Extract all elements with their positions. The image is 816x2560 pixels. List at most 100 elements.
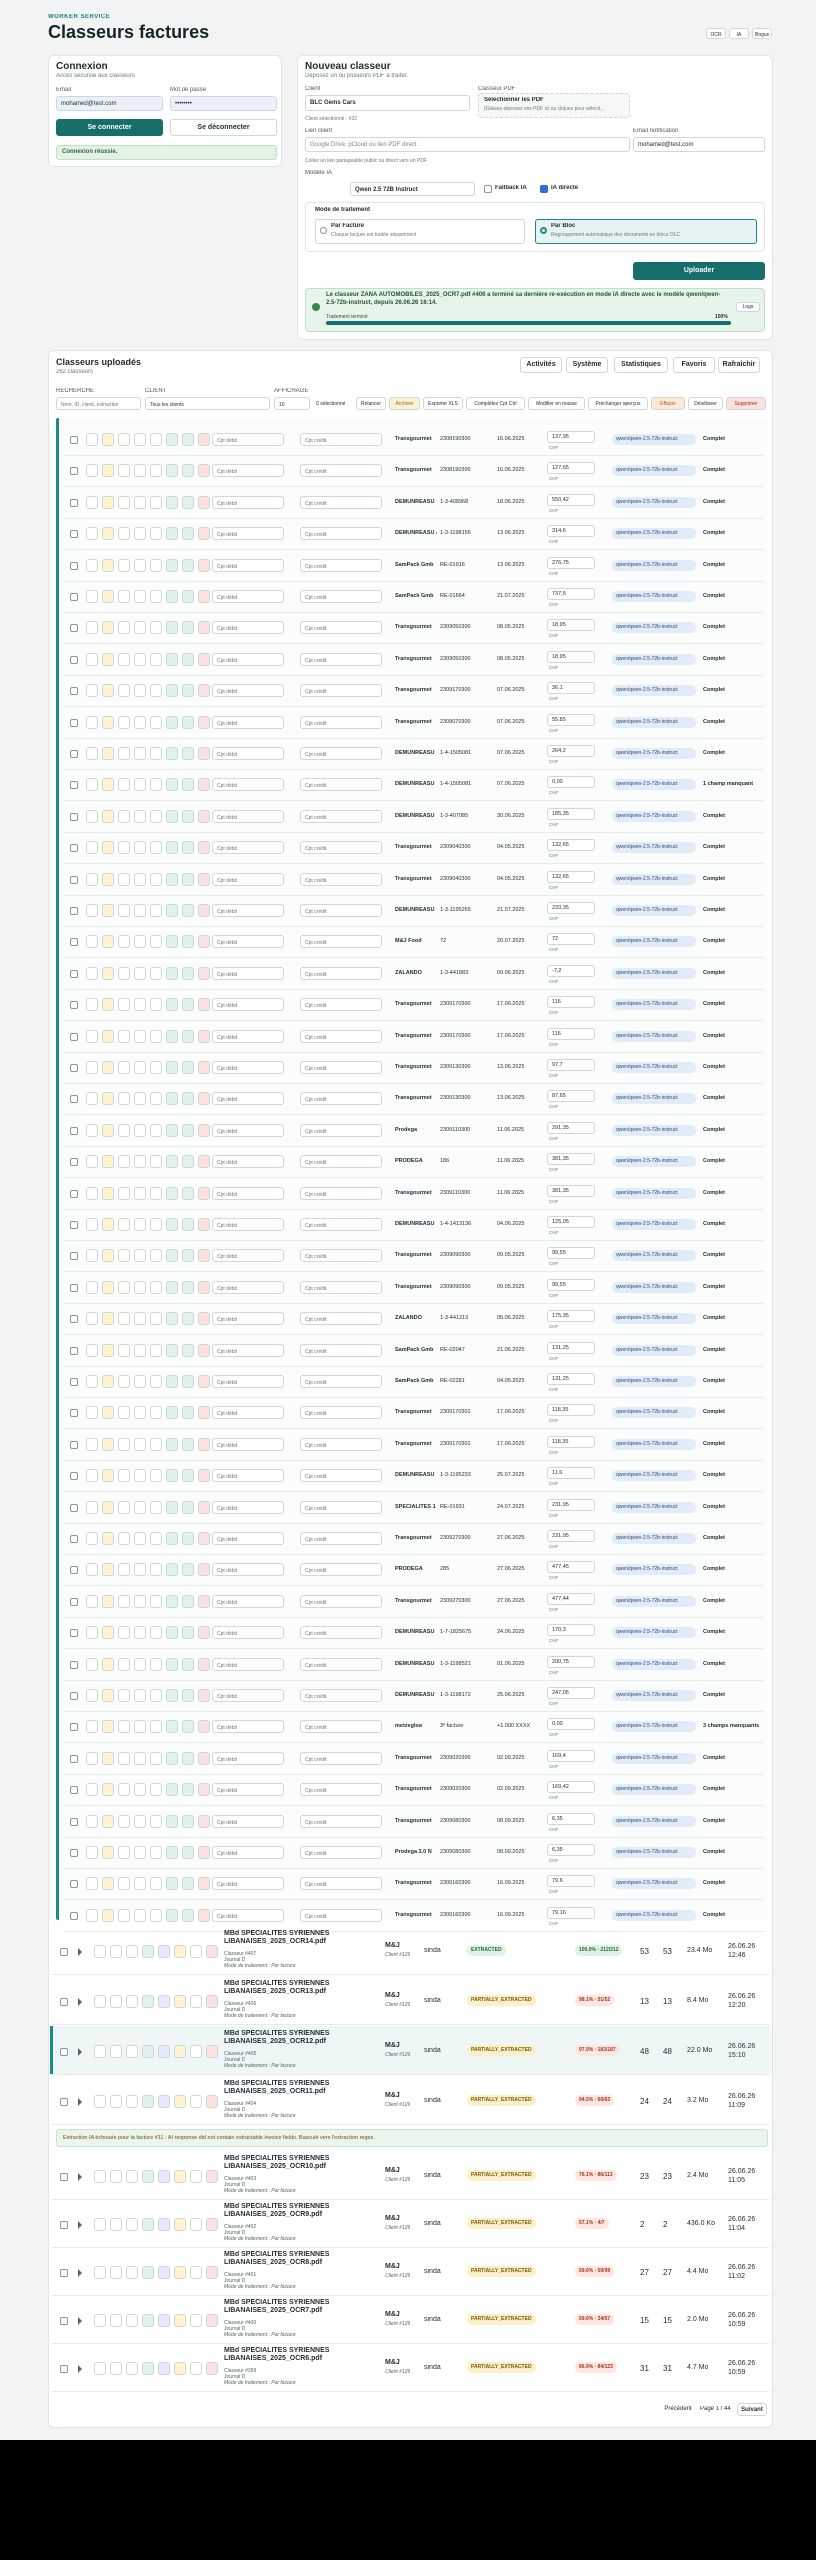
row-icon[interactable] bbox=[150, 433, 162, 446]
row-icon[interactable] bbox=[166, 1406, 178, 1420]
credit-input[interactable]: Cpt crédit bbox=[300, 1092, 382, 1106]
row-icon[interactable] bbox=[150, 1249, 162, 1263]
row-icon[interactable] bbox=[166, 1280, 178, 1294]
row-icon[interactable] bbox=[94, 2266, 106, 2279]
row-icon[interactable] bbox=[182, 1437, 194, 1451]
row-icon[interactable] bbox=[102, 1720, 114, 1734]
row-icon[interactable] bbox=[182, 1689, 194, 1702]
amount-input[interactable]: 72 bbox=[547, 933, 595, 946]
row-icon[interactable] bbox=[110, 2218, 122, 2231]
row-icon[interactable] bbox=[182, 966, 194, 980]
checkbox[interactable] bbox=[70, 436, 78, 444]
row-icon[interactable] bbox=[166, 1375, 178, 1388]
checkbox[interactable] bbox=[60, 1998, 68, 2006]
debit-input[interactable]: Cpt débit bbox=[212, 872, 284, 886]
checkbox[interactable] bbox=[70, 1378, 78, 1386]
row-icon[interactable] bbox=[134, 1532, 146, 1545]
row-icon[interactable] bbox=[102, 1218, 114, 1231]
checkbox[interactable] bbox=[70, 1001, 78, 1010]
row-icon[interactable] bbox=[134, 1657, 146, 1671]
credit-input[interactable]: Cpt crédit bbox=[300, 1061, 382, 1074]
row-icon[interactable] bbox=[86, 1720, 98, 1734]
row-icon[interactable] bbox=[166, 464, 178, 478]
checkbox[interactable] bbox=[70, 907, 78, 915]
amount-input[interactable]: 169,42 bbox=[547, 1781, 595, 1794]
row-icon[interactable] bbox=[182, 872, 194, 886]
row-icon[interactable] bbox=[134, 1092, 146, 1106]
row-icon[interactable] bbox=[150, 495, 162, 509]
debit-input[interactable]: Cpt débit bbox=[212, 1720, 284, 1734]
row-icon[interactable] bbox=[150, 1092, 162, 1106]
row-icon[interactable] bbox=[182, 1657, 194, 1671]
debit-input[interactable]: Cpt débit bbox=[212, 1375, 284, 1388]
row-icon[interactable] bbox=[150, 1751, 162, 1765]
row-icon[interactable] bbox=[206, 2314, 218, 2327]
debit-input[interactable]: Cpt débit bbox=[212, 1657, 284, 1671]
row-icon[interactable] bbox=[102, 1469, 114, 1483]
checkbox[interactable] bbox=[70, 1911, 78, 1920]
amount-input[interactable]: 131,25 bbox=[547, 1341, 595, 1354]
checkbox[interactable] bbox=[70, 1252, 78, 1261]
row-icon[interactable] bbox=[102, 1500, 114, 1514]
checkbox[interactable] bbox=[70, 1849, 78, 1857]
row-icon[interactable] bbox=[174, 2362, 186, 2375]
row-icon[interactable] bbox=[102, 1751, 114, 1765]
row-icon[interactable] bbox=[118, 1280, 130, 1294]
checkbox[interactable] bbox=[70, 1880, 78, 1889]
row-icon[interactable] bbox=[150, 1657, 162, 1671]
row-icon[interactable] bbox=[166, 809, 178, 823]
row-icon[interactable] bbox=[206, 2045, 218, 2058]
row-icon[interactable] bbox=[150, 1877, 162, 1891]
amount-input[interactable]: 185,35 bbox=[547, 807, 595, 820]
row-icon[interactable] bbox=[198, 684, 210, 698]
row-icon[interactable] bbox=[182, 1343, 194, 1357]
debit-input[interactable]: Cpt débit bbox=[212, 935, 284, 949]
row-icon[interactable] bbox=[150, 1626, 162, 1640]
amount-input[interactable]: 97,7 bbox=[547, 1059, 595, 1071]
header-button[interactable]: IA bbox=[729, 28, 749, 39]
row-icon[interactable] bbox=[118, 1155, 130, 1169]
debit-input[interactable]: Cpt débit bbox=[212, 778, 284, 792]
amount-input[interactable]: 477,44 bbox=[547, 1592, 595, 1605]
row-icon[interactable] bbox=[198, 1437, 210, 1451]
row-icon[interactable] bbox=[150, 1312, 162, 1326]
row-icon[interactable] bbox=[94, 2045, 106, 2058]
row-icon[interactable] bbox=[86, 747, 98, 760]
row-icon[interactable] bbox=[86, 1657, 98, 1671]
row-icon[interactable] bbox=[182, 652, 194, 666]
debit-input[interactable]: Cpt débit bbox=[212, 621, 284, 635]
row-icon[interactable] bbox=[142, 1945, 154, 1958]
row-icon[interactable] bbox=[182, 809, 194, 823]
expand-toggle[interactable] bbox=[78, 2098, 82, 2106]
tab-button[interactable]: Rafraîchir bbox=[718, 357, 760, 373]
credit-input[interactable]: Cpt crédit bbox=[300, 1908, 382, 1922]
row-icon[interactable] bbox=[182, 527, 194, 541]
row-icon[interactable] bbox=[150, 1406, 162, 1420]
row-icon[interactable] bbox=[134, 1594, 146, 1608]
row-icon[interactable] bbox=[86, 1689, 98, 1702]
checkbox[interactable] bbox=[70, 1189, 78, 1198]
row-icon[interactable] bbox=[142, 2170, 154, 2183]
row-icon[interactable] bbox=[166, 1751, 178, 1765]
row-icon[interactable] bbox=[118, 1312, 130, 1326]
row-icon[interactable] bbox=[118, 1563, 130, 1577]
amount-input[interactable]: 116 bbox=[547, 1027, 595, 1040]
row-icon[interactable] bbox=[102, 684, 114, 698]
row-icon[interactable] bbox=[166, 1877, 178, 1891]
row-icon[interactable] bbox=[166, 558, 178, 572]
row-icon[interactable] bbox=[102, 527, 114, 541]
row-icon[interactable] bbox=[86, 1343, 98, 1357]
row-icon[interactable] bbox=[182, 1720, 194, 1734]
credit-input[interactable]: Cpt crédit bbox=[300, 1218, 382, 1231]
credit-input[interactable]: Cpt crédit bbox=[300, 1155, 382, 1169]
credit-input[interactable]: Cpt crédit bbox=[300, 1657, 382, 1671]
amount-input[interactable]: 169,4 bbox=[547, 1749, 595, 1762]
row-icon[interactable] bbox=[190, 2218, 202, 2231]
expand-toggle[interactable] bbox=[78, 2365, 82, 2373]
checkbox[interactable] bbox=[60, 2173, 68, 2181]
link-input[interactable]: Google Drive, pCloud ou lien PDF direct bbox=[305, 137, 630, 152]
row-icon[interactable] bbox=[126, 2266, 138, 2279]
action-button[interactable]: Effacer bbox=[651, 397, 685, 410]
credit-input[interactable]: Cpt crédit bbox=[300, 1186, 382, 1200]
row-icon[interactable] bbox=[166, 966, 178, 980]
